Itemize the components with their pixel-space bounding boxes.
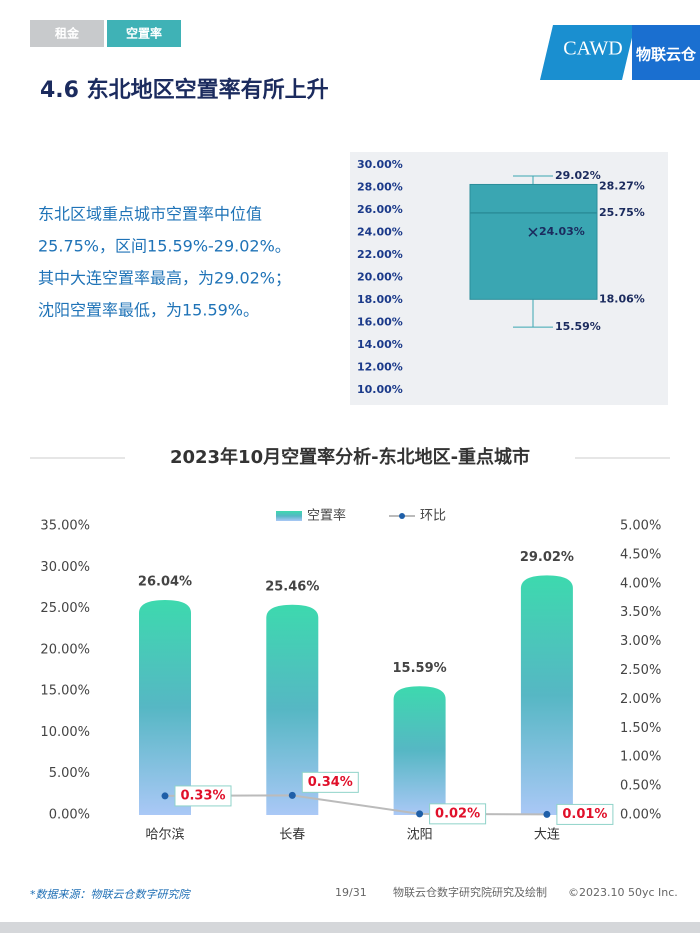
paragraph-line: 其中大连空置率最高，为29.02%； (38, 269, 291, 288)
y2-tick-label: 3.00% (620, 634, 661, 649)
value-label: 25.75% (599, 206, 645, 219)
point (543, 810, 551, 818)
footer-credit: 物联云仓数字研究院研究及绘制 (393, 885, 547, 899)
label-box (429, 803, 487, 825)
y-tick-label: 24.00% (357, 226, 403, 239)
bar (393, 686, 446, 815)
y-tick-label: 18.00% (357, 293, 403, 306)
footer-copyright: ©2023.10 50yc Inc. (568, 886, 678, 899)
paragraph-line: 东北区域重点城市空置率中位值 (38, 205, 262, 224)
tab-label[interactable]: 租金 (55, 26, 80, 41)
y-tick-label: 26.00% (357, 203, 403, 216)
y-tick-label: 30.00% (357, 158, 403, 171)
tab-active[interactable] (107, 20, 181, 47)
value-label: 0.02% (435, 806, 480, 821)
value-label: 24.03% (539, 225, 585, 238)
value-label: 15.59% (555, 320, 601, 333)
y-tick-label: 20.00% (357, 271, 403, 284)
y2-tick-label: 1.50% (620, 721, 661, 736)
y2-tick-label: 4.00% (620, 576, 661, 591)
y2-tick-label: 2.50% (620, 663, 661, 678)
logo-text: CAWD (563, 38, 623, 60)
y-tick-label: 16.00% (357, 316, 403, 329)
y-tick-label: 15.00% (40, 684, 90, 699)
value-label: 29.02% (555, 169, 601, 182)
value-label: 15.59% (393, 661, 447, 676)
y-tick-label: 25.00% (40, 601, 90, 616)
logo-text: 物联云仓 (636, 46, 697, 64)
legend-swatch (399, 513, 405, 519)
x-tick-label: 长春 (279, 828, 305, 843)
y-tick-label: 12.00% (357, 361, 403, 374)
y-tick-label: 10.00% (357, 383, 403, 396)
footer-page: 19/31 (335, 886, 367, 899)
footer-source: *数据来源：物联云仓数字研究院 (30, 888, 191, 901)
legend-swatch (276, 511, 302, 521)
box (469, 183, 598, 300)
bar (139, 599, 191, 815)
y-tick-label: 30.00% (40, 560, 90, 575)
x-tick-label: 沈阳 (407, 828, 433, 843)
value-label: 18.06% (599, 292, 645, 305)
y2-tick-label: 1.00% (620, 750, 661, 765)
y-tick-label: 20.00% (40, 642, 90, 657)
value-label: 29.02% (520, 550, 574, 565)
tab-label[interactable]: 空置率 (126, 26, 162, 41)
label-box (556, 803, 614, 825)
chart-title: 2023年10月空置率分析-东北地区-重点城市 (170, 446, 530, 468)
y2-tick-label: 5.00% (620, 519, 661, 534)
tab[interactable] (30, 20, 104, 47)
value-label: 0.33% (180, 788, 225, 803)
x-tick-label: 哈尔滨 (145, 827, 184, 843)
legend-label: 环比 (420, 509, 446, 524)
y-tick-label: 0.00% (49, 808, 90, 823)
value-label: 28.27% (599, 179, 645, 192)
logo-bg (540, 25, 635, 80)
point (161, 792, 169, 800)
y2-tick-label: 3.50% (620, 605, 661, 620)
y-tick-label: 5.00% (49, 766, 90, 781)
page-title: 4.6 东北地区空置率有所上升 (40, 77, 329, 103)
bar (520, 575, 573, 815)
point (288, 791, 296, 799)
value-label: 26.04% (138, 574, 192, 589)
label-box (301, 771, 359, 793)
point (416, 810, 424, 818)
paragraph-line: 25.75%，区间15.59%-29.02%。 (38, 237, 291, 256)
y-tick-label: 35.00% (40, 519, 90, 534)
logo-bg (632, 25, 700, 80)
y-tick-label: 22.00% (357, 248, 403, 261)
label-box (174, 785, 232, 807)
x-tick-label: 大连 (534, 827, 560, 843)
y-tick-label: 10.00% (40, 725, 90, 740)
footer-band (0, 922, 700, 933)
y2-tick-label: 0.50% (620, 779, 661, 794)
y2-tick-label: 0.00% (620, 808, 661, 823)
y-tick-label: 28.00% (357, 181, 403, 194)
value-label: 0.34% (308, 775, 353, 790)
y-tick-label: 14.00% (357, 338, 403, 351)
legend-label: 空置率 (307, 508, 346, 524)
value-label: 25.46% (265, 579, 319, 594)
bar (266, 604, 319, 815)
value-label: 0.01% (562, 807, 607, 822)
mean-marker (528, 227, 538, 237)
y2-tick-label: 2.00% (620, 692, 661, 707)
y2-tick-label: 4.50% (620, 547, 661, 562)
paragraph-line: 沈阳空置率最低，为15.59%。 (38, 301, 259, 320)
